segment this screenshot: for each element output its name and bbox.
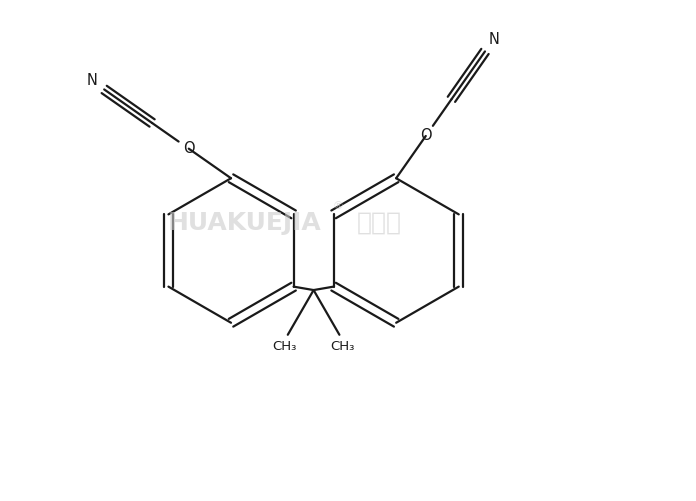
Text: O: O — [420, 128, 432, 143]
Text: ®: ® — [332, 201, 343, 211]
Text: N: N — [488, 32, 499, 47]
Text: CH₃: CH₃ — [331, 340, 355, 353]
Text: CH₃: CH₃ — [272, 340, 296, 353]
Text: O: O — [183, 141, 195, 156]
Text: N: N — [86, 73, 97, 88]
Text: 化学加: 化学加 — [356, 211, 402, 235]
Text: HUAKUEJIA: HUAKUEJIA — [168, 211, 322, 235]
